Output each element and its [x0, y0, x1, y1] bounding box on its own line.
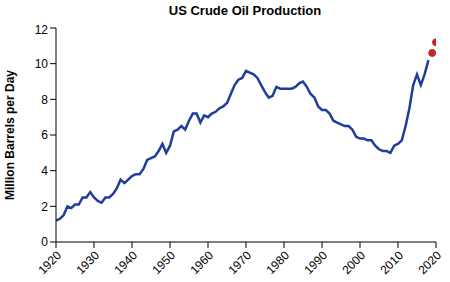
svg-text:8: 8: [41, 93, 48, 107]
svg-text:1980: 1980: [263, 248, 292, 277]
svg-text:1920: 1920: [35, 248, 64, 277]
svg-text:Million Barrels per Day: Million Barrels per Day: [8, 70, 17, 200]
svg-text:2010: 2010: [377, 248, 406, 277]
svg-text:6: 6: [41, 128, 48, 142]
svg-text:1960: 1960: [187, 248, 216, 277]
svg-text:1970: 1970: [225, 248, 254, 277]
svg-text:0: 0: [41, 235, 48, 249]
html-text:US Crude Oil Production: US Crude Oil Production: [168, 3, 322, 18]
svg-text:1940: 1940: [111, 248, 140, 277]
svg-text:1990: 1990: [301, 248, 330, 277]
svg-text:2: 2: [41, 200, 48, 214]
svg-text:12: 12: [35, 23, 49, 37]
svg-text:10: 10: [35, 57, 49, 71]
svg-text:1930: 1930: [73, 248, 102, 277]
svg-text:4: 4: [41, 164, 48, 178]
svg-text:1950: 1950: [149, 248, 178, 277]
svg-text:2020: 2020: [415, 248, 442, 277]
svg-text:2000: 2000: [339, 248, 368, 277]
